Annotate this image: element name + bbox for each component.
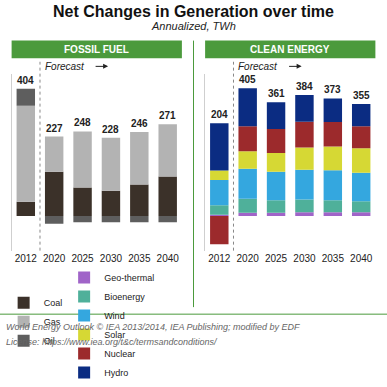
svg-text:384: 384 [296, 81, 313, 92]
svg-text:Oil: Oil [44, 336, 55, 346]
svg-text:2040: 2040 [157, 253, 180, 264]
svg-text:355: 355 [353, 90, 370, 101]
svg-text:Gas: Gas [44, 317, 61, 327]
svg-text:2025: 2025 [265, 253, 288, 264]
svg-text:World Energy Outlook © IEA 201: World Energy Outlook © IEA 2013/2014, IE… [6, 322, 300, 332]
svg-text:Annualized, TWh: Annualized, TWh [151, 20, 236, 32]
svg-text:Hydro: Hydro [104, 368, 128, 378]
svg-text:227: 227 [46, 123, 63, 134]
svg-text:Geo-thermal: Geo-thermal [104, 273, 154, 283]
svg-text:2020: 2020 [237, 253, 260, 264]
svg-text:2012: 2012 [15, 253, 38, 264]
svg-text:2012: 2012 [208, 253, 231, 264]
svg-text:License: https://www.iea.org/t: License: https://www.iea.org/t&c/termsan… [6, 337, 218, 347]
svg-text:228: 228 [102, 124, 119, 135]
svg-text:2040: 2040 [350, 253, 373, 264]
svg-text:CLEAN ENERGY: CLEAN ENERGY [250, 44, 330, 55]
svg-text:2020: 2020 [43, 253, 66, 264]
svg-text:FOSSIL FUEL: FOSSIL FUEL [64, 44, 129, 55]
svg-text:2035: 2035 [322, 253, 345, 264]
svg-text:404: 404 [17, 75, 34, 86]
svg-text:204: 204 [211, 109, 228, 120]
svg-text:2030: 2030 [100, 253, 123, 264]
svg-text:361: 361 [268, 88, 285, 99]
svg-text:373: 373 [324, 84, 341, 95]
svg-text:Nuclear: Nuclear [104, 349, 135, 359]
svg-text:Bioenergy: Bioenergy [104, 292, 145, 302]
svg-text:Solar: Solar [104, 330, 125, 340]
svg-text:271: 271 [159, 110, 176, 121]
svg-text:2030: 2030 [293, 253, 316, 264]
svg-text:2035: 2035 [128, 253, 151, 264]
svg-text:248: 248 [74, 117, 91, 128]
svg-text:Wind: Wind [104, 311, 125, 321]
svg-text:246: 246 [131, 118, 148, 129]
svg-text:2025: 2025 [71, 253, 94, 264]
svg-text:405: 405 [239, 74, 256, 85]
svg-text:Net Changes in Generation over: Net Changes in Generation over time [53, 3, 334, 20]
svg-text:Forecast: Forecast [238, 61, 278, 72]
svg-text:Forecast: Forecast [45, 61, 85, 72]
svg-text:Coal: Coal [44, 298, 63, 308]
